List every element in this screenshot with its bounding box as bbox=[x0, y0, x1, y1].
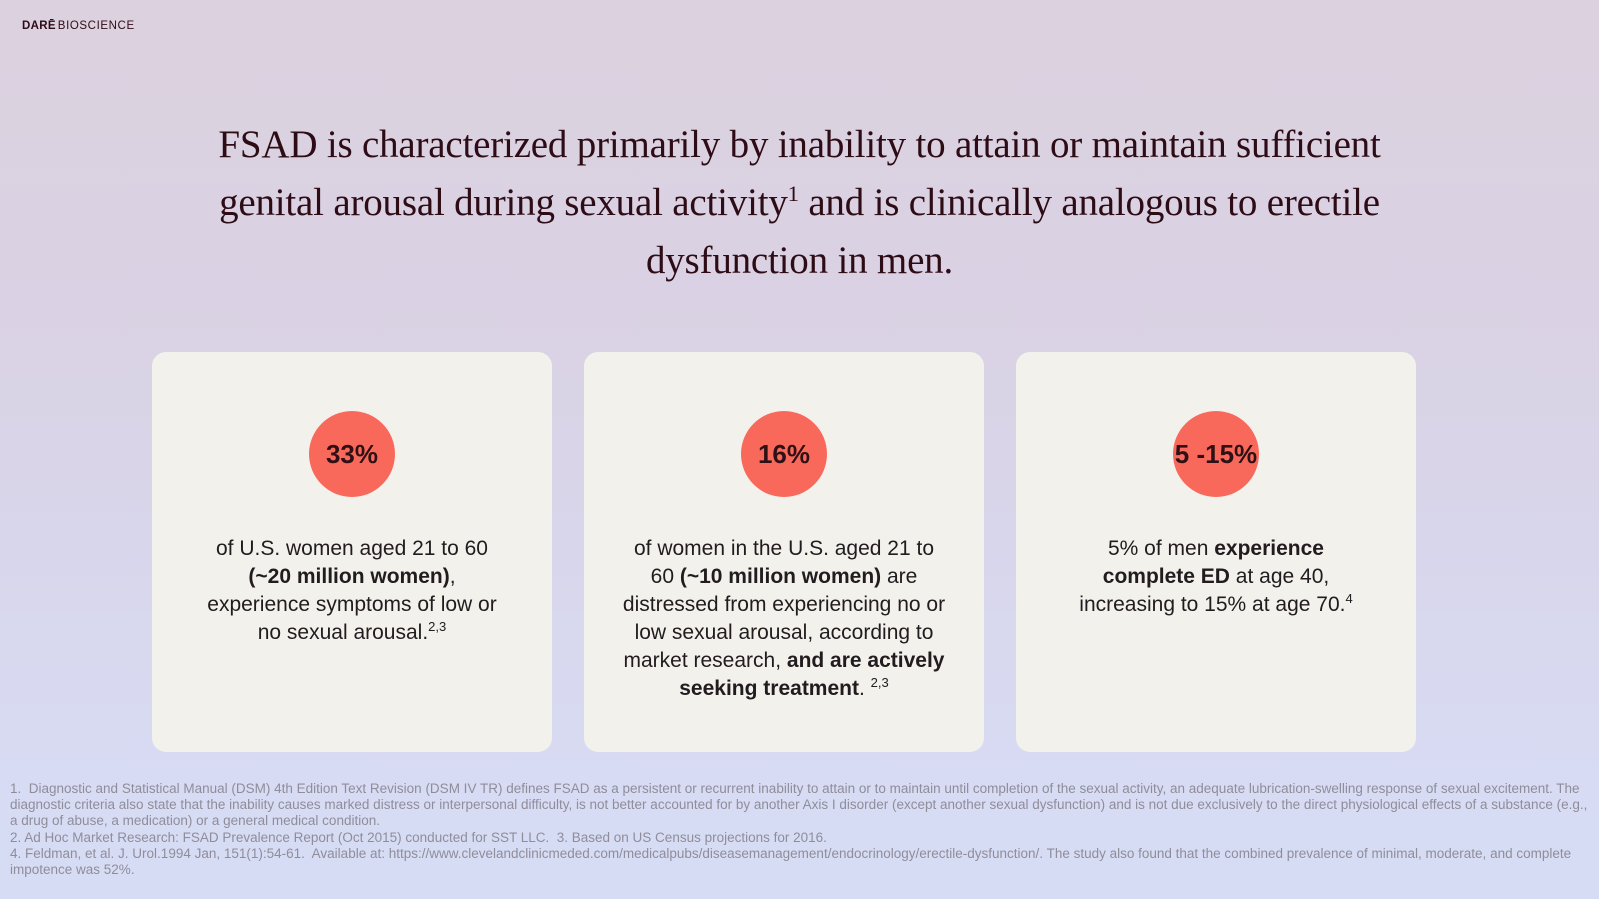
dare-bioscience-logo: DARĒ BIOSCIENCE bbox=[22, 20, 135, 32]
logo-word-bioscience: BIOSCIENCE bbox=[57, 20, 135, 32]
stat-card-men-ed: 5 -15% 5% of men experience complete ED a… bbox=[1016, 352, 1416, 752]
footnote-2-3: 2. Ad Hoc Market Research: FSAD Prevalen… bbox=[10, 829, 827, 845]
stat-badge-16-percent: 16% bbox=[741, 411, 827, 497]
stat-card-women-symptoms: 33% of U.S. women aged 21 to 60 (~20 mill… bbox=[152, 352, 552, 752]
stat-card-women-distressed: 16% of women in the U.S. aged 21 to 60 (~… bbox=[584, 352, 984, 752]
stat-badge-5-15-percent: 5 -15% bbox=[1173, 411, 1259, 497]
stat-card-text: 5% of men experience complete ED at age 4… bbox=[1079, 537, 1353, 616]
footnotes-block: 1. Diagnostic and Statistical Manual (DS… bbox=[10, 781, 1592, 878]
stat-cards-row: 33% of U.S. women aged 21 to 60 (~20 mill… bbox=[152, 352, 1416, 752]
stat-card-text: of women in the U.S. aged 21 to 60 (~10 m… bbox=[622, 537, 946, 700]
footnote-1: 1. Diagnostic and Statistical Manual (DS… bbox=[10, 781, 1588, 829]
logo-word-dare: DARĒ bbox=[22, 20, 56, 32]
stat-card-text: of U.S. women aged 21 to 60 (~20 million … bbox=[207, 537, 497, 644]
stat-badge-33-percent: 33% bbox=[309, 411, 395, 497]
footnote-4: 4. Feldman, et al. J. Urol.1994 Jan, 151… bbox=[10, 845, 1572, 878]
slide-title: FSAD is characterized primarily by inabi… bbox=[218, 123, 1381, 283]
